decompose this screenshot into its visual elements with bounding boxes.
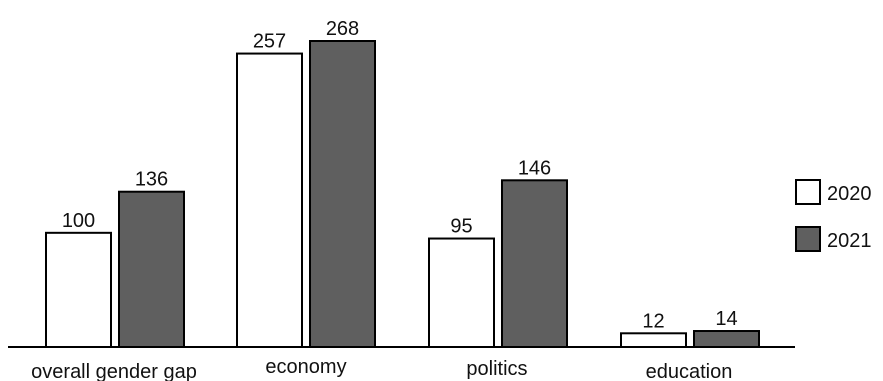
category-label-overall-gender-gap: overall gender gap bbox=[31, 361, 197, 381]
value-label-overall-gender-gap-2020: 100 bbox=[62, 210, 95, 232]
value-label-economy-2021: 268 bbox=[326, 18, 359, 40]
bar-education-2020 bbox=[620, 332, 687, 348]
value-labels-group: 100 136 257 268 95 146 12 14 bbox=[62, 18, 738, 332]
legend-swatch-2020 bbox=[795, 179, 821, 205]
category-label-education: education bbox=[646, 361, 733, 381]
category-label-politics: politics bbox=[466, 358, 527, 380]
legend-label-2021: 2021 bbox=[827, 230, 872, 252]
bar-overall-gender-gap-2020 bbox=[45, 231, 112, 348]
value-label-education-2020: 12 bbox=[642, 310, 664, 332]
legend-label-2020: 2020 bbox=[827, 183, 872, 205]
legend: 2020 2021 bbox=[795, 179, 872, 252]
value-label-politics-2020: 95 bbox=[450, 216, 472, 238]
category-labels-group: overall gender gap economy politics educati… bbox=[31, 356, 732, 381]
value-label-overall-gender-gap-2021: 136 bbox=[135, 169, 168, 191]
bar-economy-2021 bbox=[309, 40, 376, 348]
bar-education-2021 bbox=[693, 330, 760, 348]
bar-politics-2020 bbox=[428, 237, 495, 348]
legend-swatch-2021 bbox=[795, 226, 821, 252]
bar-overall-gender-gap-2021 bbox=[118, 190, 185, 348]
category-label-economy: economy bbox=[265, 356, 346, 378]
value-label-politics-2021: 146 bbox=[518, 157, 551, 179]
value-label-economy-2020: 257 bbox=[253, 31, 286, 53]
bars-group bbox=[45, 40, 760, 349]
bar-economy-2020 bbox=[236, 52, 303, 349]
value-label-education-2021: 14 bbox=[715, 308, 737, 330]
bar-politics-2021 bbox=[501, 179, 568, 348]
